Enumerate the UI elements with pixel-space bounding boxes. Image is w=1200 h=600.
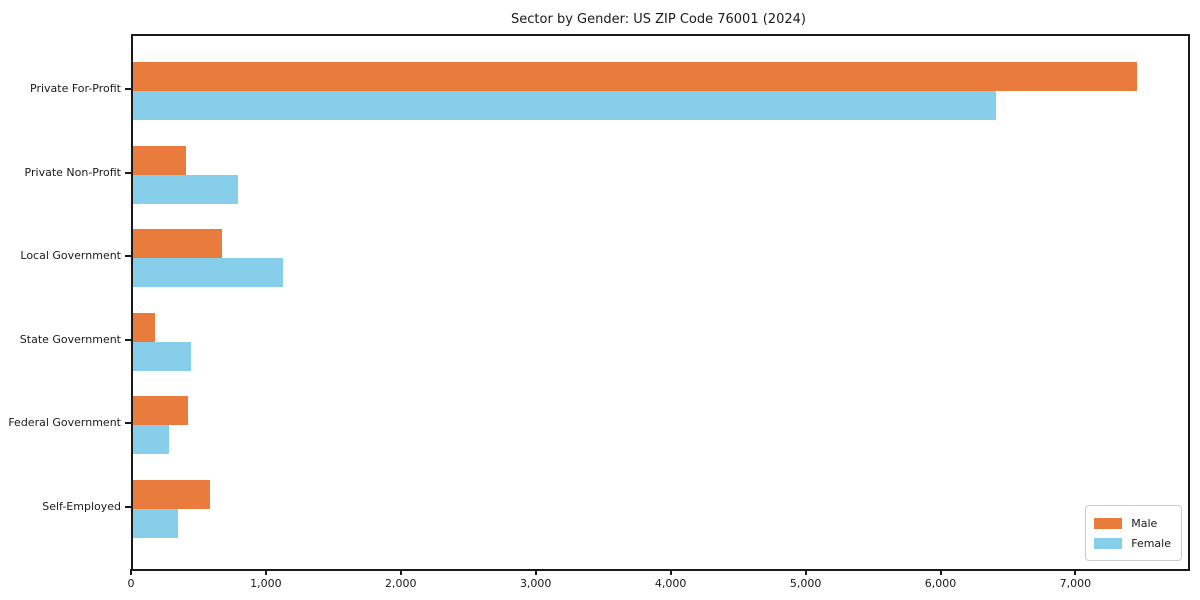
- x-tick-label: 1,000: [250, 577, 282, 590]
- x-tick-label: 3,000: [519, 577, 552, 590]
- bar-male-federal-government: [133, 396, 189, 426]
- x-tick-label: 0: [127, 577, 135, 590]
- bar-male-state-government: [133, 312, 155, 342]
- x-tick-label: 2,000: [385, 577, 417, 590]
- x-tick-mark: [264, 569, 267, 575]
- x-tick-mark: [804, 569, 807, 575]
- bar-female-local-government: [133, 258, 283, 288]
- x-tick-label: 6,000: [924, 577, 957, 590]
- y-tick-label-state-government: State Government: [19, 332, 121, 346]
- x-tick-mark: [1074, 569, 1077, 575]
- y-tick-mark: [125, 422, 131, 425]
- legend-label-female: Female: [1131, 536, 1171, 550]
- y-tick-mark: [125, 255, 131, 258]
- bar-male-self-employed: [133, 480, 210, 509]
- y-tick-mark: [125, 171, 131, 174]
- y-tick-mark: [125, 338, 131, 341]
- x-tick-mark: [534, 569, 537, 575]
- bar-female-private-non-profit: [133, 174, 239, 204]
- x-tick-label: 5,000: [789, 577, 822, 590]
- y-tick-label-local-government: Local Government: [20, 249, 121, 263]
- chart-title: Sector by Gender: US ZIP Code 76001 (202…: [511, 12, 806, 27]
- legend-swatch-female: [1094, 537, 1123, 549]
- y-tick-label-federal-government: Federal Government: [8, 416, 121, 430]
- x-tick-mark: [669, 569, 672, 575]
- plot-area: Male Female: [131, 34, 1190, 571]
- x-tick-mark: [130, 569, 132, 575]
- legend-label-male: Male: [1131, 516, 1158, 530]
- legend-item-female: Female: [1094, 533, 1171, 553]
- y-tick-label-self-employed: Self-Employed: [42, 500, 121, 513]
- x-tick-mark: [399, 569, 402, 575]
- legend-swatch-male: [1094, 517, 1123, 529]
- y-tick-label-private-for-profit: Private For-Profit: [30, 82, 121, 95]
- y-tick-mark: [125, 88, 131, 90]
- bar-male-private-for-profit: [133, 62, 1137, 91]
- legend-item-male: Male: [1094, 513, 1171, 533]
- bar-female-self-employed: [133, 509, 178, 538]
- bar-female-private-for-profit: [133, 91, 997, 120]
- bar-male-local-government: [133, 229, 222, 259]
- legend: Male Female: [1085, 505, 1182, 561]
- bar-male-private-non-profit: [133, 145, 186, 175]
- y-tick-mark: [125, 506, 131, 508]
- x-tick-label: 7,000: [1059, 577, 1092, 590]
- x-tick-mark: [939, 569, 942, 575]
- y-tick-label-private-non-profit: Private Non-Profit: [24, 165, 121, 179]
- x-tick-label: 4,000: [654, 577, 687, 590]
- bar-female-federal-government: [133, 425, 170, 455]
- bar-female-state-government: [133, 341, 191, 371]
